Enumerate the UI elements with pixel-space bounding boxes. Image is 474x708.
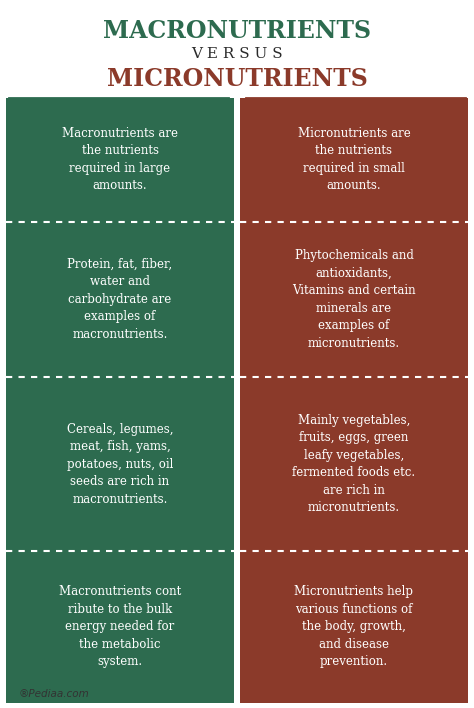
Text: Micronutrients help
various functions of
the body, growth,
and disease
preventio: Micronutrients help various functions of… [294, 586, 413, 668]
FancyBboxPatch shape [6, 222, 234, 377]
FancyBboxPatch shape [6, 98, 234, 222]
FancyBboxPatch shape [240, 377, 468, 551]
Text: Phytochemicals and
antioxidants,
Vitamins and certain
minerals are
examples of
m: Phytochemicals and antioxidants, Vitamin… [292, 249, 416, 350]
Text: Macronutrients cont
ribute to the bulk
energy needed for
the metabolic
system.: Macronutrients cont ribute to the bulk e… [59, 586, 181, 668]
Text: MACRONUTRIENTS: MACRONUTRIENTS [103, 19, 371, 43]
FancyBboxPatch shape [6, 551, 234, 703]
FancyBboxPatch shape [240, 98, 468, 222]
Text: Micronutrients are
the nutrients
required in small
amounts.: Micronutrients are the nutrients require… [298, 127, 410, 193]
FancyBboxPatch shape [240, 222, 468, 377]
FancyBboxPatch shape [6, 377, 234, 551]
Text: V E R S U S: V E R S U S [191, 47, 283, 61]
Text: Cereals, legumes,
meat, fish, yams,
potatoes, nuts, oil
seeds are rich in
macron: Cereals, legumes, meat, fish, yams, pota… [67, 423, 173, 506]
Text: Mainly vegetables,
fruits, eggs, green
leafy vegetables,
fermented foods etc.
ar: Mainly vegetables, fruits, eggs, green l… [292, 414, 416, 514]
Text: MICRONUTRIENTS: MICRONUTRIENTS [107, 67, 367, 91]
FancyBboxPatch shape [240, 551, 468, 703]
Text: Protein, fat, fiber,
water and
carbohydrate are
examples of
macronutrients.: Protein, fat, fiber, water and carbohydr… [67, 258, 173, 341]
Text: ®Pediaa.com: ®Pediaa.com [19, 689, 90, 699]
Text: Macronutrients are
the nutrients
required in large
amounts.: Macronutrients are the nutrients require… [62, 127, 178, 193]
